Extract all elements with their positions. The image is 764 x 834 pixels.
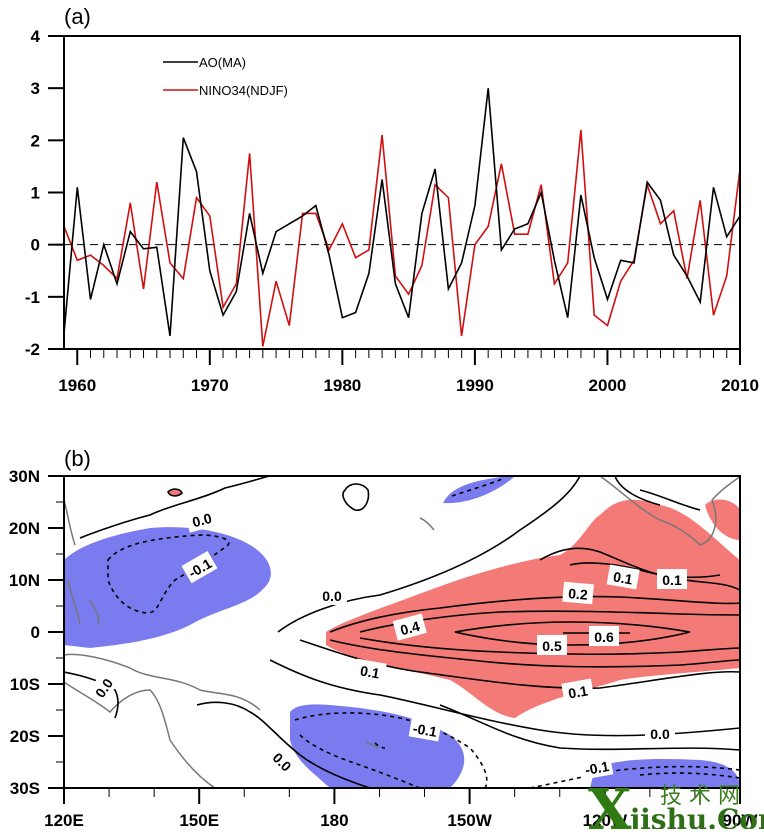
lat-tick-label: 10S bbox=[10, 675, 40, 694]
x-tick-label: 1960 bbox=[58, 376, 96, 395]
contour-label-text: 0.6 bbox=[594, 629, 614, 645]
positive-shading-ne bbox=[705, 500, 740, 540]
contour-label: 0.0 bbox=[317, 585, 347, 605]
legend-label-nino34: NINO34(NDJF) bbox=[199, 83, 288, 98]
y-tick-label: -1 bbox=[25, 288, 40, 307]
contour-label-text: 0.5 bbox=[542, 638, 562, 654]
y-axis-a: -2 -1 0 1 2 3 4 bbox=[25, 27, 64, 359]
y-axis-b: 30N 20N 10N 0 10S 20S 30S bbox=[9, 467, 64, 798]
legend-label-ao: AO(MA) bbox=[199, 55, 246, 70]
contour-label: 0.0 bbox=[645, 723, 675, 743]
y-tick-label: 3 bbox=[31, 79, 40, 98]
lon-tick-label: 180 bbox=[320, 811, 348, 829]
y-tick-label: -2 bbox=[25, 340, 40, 359]
contour-label: 0.2 bbox=[562, 582, 594, 605]
x-tick-label: 2010 bbox=[721, 376, 759, 395]
lon-tick-label: 150W bbox=[447, 811, 492, 829]
watermark-x: X bbox=[588, 777, 632, 829]
contour-label: 0.5 bbox=[537, 635, 567, 655]
contour-label-text: 0.0 bbox=[650, 726, 670, 742]
contour-label: 0.0 bbox=[185, 505, 219, 532]
contour-label: 0.6 bbox=[589, 626, 619, 646]
lat-tick-label: 30N bbox=[9, 467, 40, 486]
y-tick-label: 0 bbox=[31, 236, 40, 255]
series-group bbox=[64, 88, 740, 346]
contour-label-text: 0.1 bbox=[567, 682, 589, 701]
y-tick-label: 4 bbox=[31, 27, 41, 46]
contour-label-text: 0.1 bbox=[662, 572, 682, 588]
lat-tick-label: 20N bbox=[9, 519, 40, 538]
negative-shading-np bbox=[443, 476, 515, 503]
watermark: X 技 术 网 jishu.Com bbox=[588, 777, 764, 829]
x-tick-label: 1970 bbox=[191, 376, 229, 395]
contour-label-text: 0.2 bbox=[568, 585, 589, 603]
series-line-ao-ma bbox=[64, 88, 740, 336]
watermark-text: jishu.Com bbox=[627, 803, 764, 829]
lon-tick-label: 150E bbox=[179, 811, 219, 829]
panel-a-line-chart: (a) -2 -1 0 1 2 3 4 1960 1970 1980 1990 2000 2010 A… bbox=[25, 4, 759, 395]
lat-tick-label: 10N bbox=[9, 571, 40, 590]
lon-tick-label: 120E bbox=[44, 811, 84, 829]
x-tick-label: 2000 bbox=[589, 376, 627, 395]
panel-a-label: (a) bbox=[64, 4, 91, 29]
y-tick-label: 2 bbox=[31, 131, 40, 150]
x-tick-label: 1990 bbox=[456, 376, 494, 395]
contour-label-text: 0.0 bbox=[322, 588, 342, 604]
contour-label-text: 0.1 bbox=[359, 662, 381, 681]
lat-tick-label: 20S bbox=[10, 727, 40, 746]
negative-shading-wp bbox=[64, 527, 271, 648]
panel-b-map: (b) bbox=[9, 446, 759, 829]
panel-b-label: (b) bbox=[64, 446, 91, 471]
x-axis-a: 1960 1970 1980 1990 2000 2010 bbox=[58, 349, 759, 395]
contour-label: 0.1 bbox=[657, 569, 687, 589]
x-tick-label: 1980 bbox=[323, 376, 361, 395]
y-tick-label: 1 bbox=[31, 184, 40, 203]
contour-label-text: 0.1 bbox=[612, 568, 634, 587]
lat-tick-label: 0 bbox=[31, 623, 40, 642]
legend: AO(MA) NINO34(NDJF) bbox=[163, 55, 288, 98]
lat-tick-label: 30S bbox=[10, 779, 40, 798]
